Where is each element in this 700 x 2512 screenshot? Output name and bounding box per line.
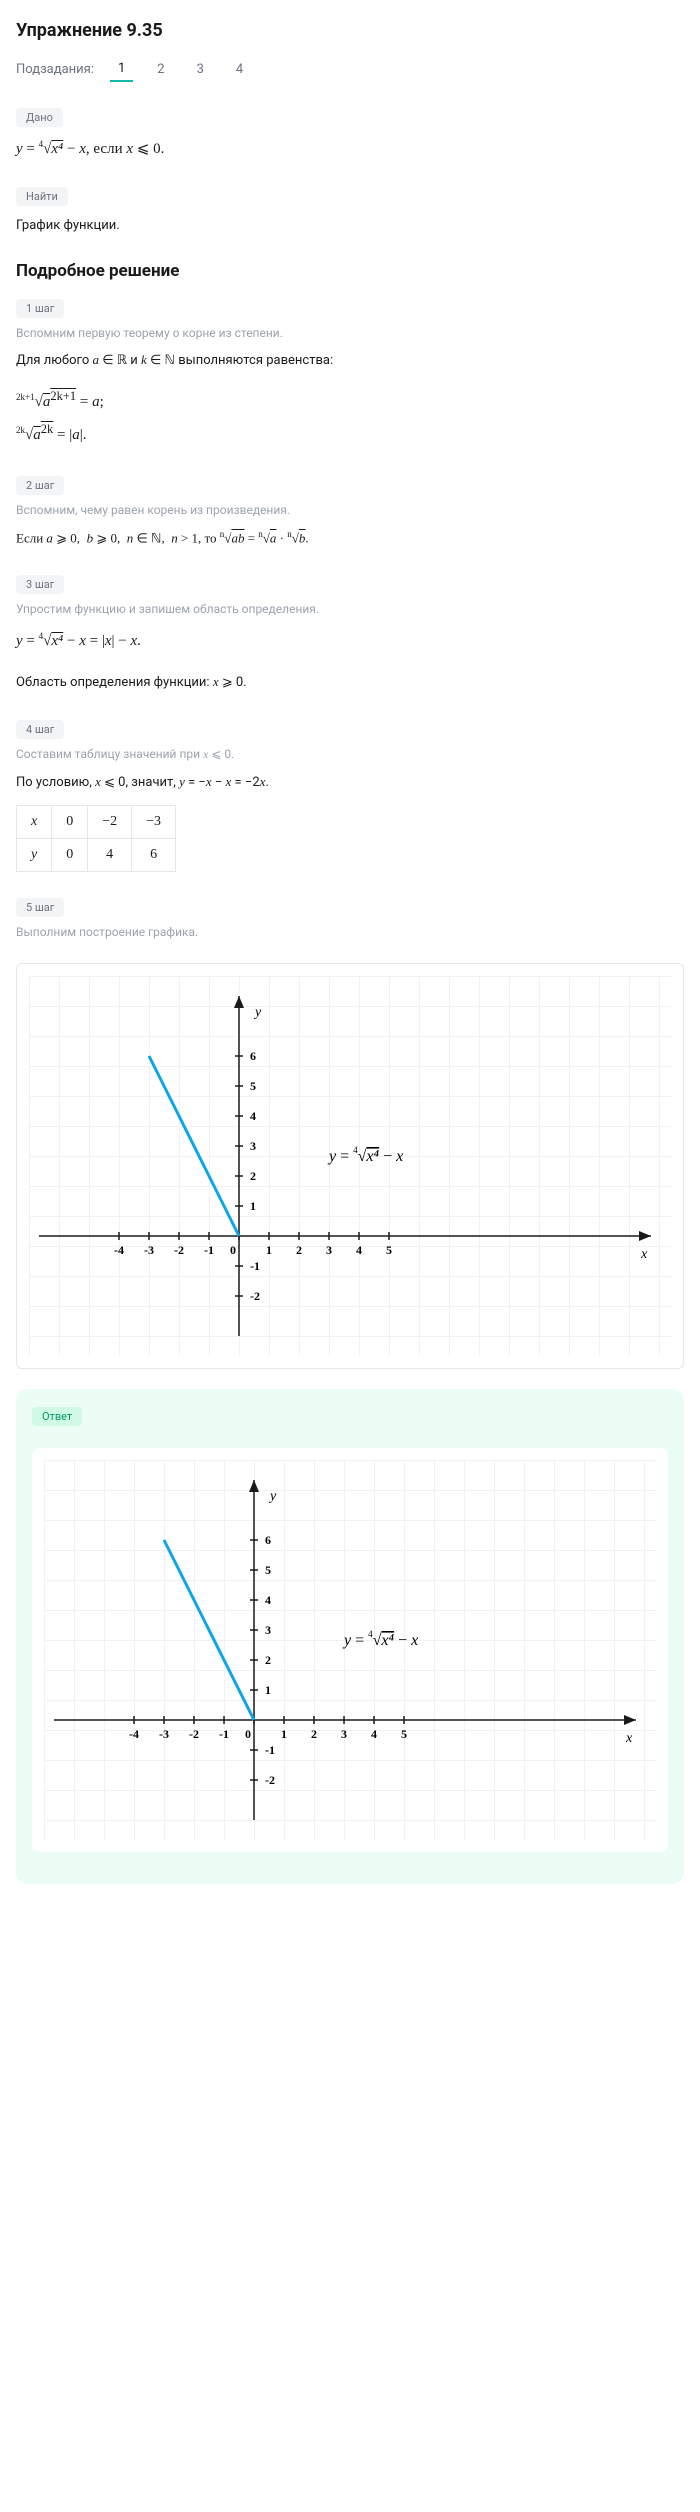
step-3-intro: Упростим функцию и запишем область опред… xyxy=(16,602,684,616)
step-1-text: Для любого a ∈ ℝ и k ∈ ℕ выполняются рав… xyxy=(16,350,684,372)
svg-text:0: 0 xyxy=(245,1727,251,1741)
svg-text:5: 5 xyxy=(265,1563,271,1577)
svg-text:1: 1 xyxy=(265,1683,271,1697)
graph-answer: -4 -3 -2 -1 0 1 2 3 4 5 1 2 3 4 5 6 -1 -2 y x y = 4√x⁴ − x xyxy=(32,1448,668,1852)
svg-text:1: 1 xyxy=(266,1243,272,1257)
svg-text:2: 2 xyxy=(311,1727,317,1741)
svg-text:-4: -4 xyxy=(129,1727,139,1741)
svg-text:-2: -2 xyxy=(189,1727,199,1741)
step-5-intro: Выполним построение графика. xyxy=(16,925,684,939)
given-formula: y = 4√x⁴ − x, если x ⩽ 0. xyxy=(16,137,684,161)
svg-text:-1: -1 xyxy=(219,1727,229,1741)
svg-text:6: 6 xyxy=(250,1049,256,1063)
step-4-badge: 4 шаг xyxy=(16,720,64,739)
svg-text:4: 4 xyxy=(250,1109,256,1123)
step-3-badge: 3 шаг xyxy=(16,575,64,594)
step-3-formula: y = 4√x⁴ − x = |x| − x. xyxy=(16,626,684,656)
svg-text:2: 2 xyxy=(296,1243,302,1257)
subtask-tab-2[interactable]: 2 xyxy=(149,58,172,81)
svg-text:3: 3 xyxy=(250,1139,256,1153)
exercise-title: Упражнение 9.35 xyxy=(16,20,684,41)
svg-text:-3: -3 xyxy=(159,1727,169,1741)
svg-text:y: y xyxy=(253,1005,262,1020)
given-badge: Дано xyxy=(16,108,63,127)
svg-text:5: 5 xyxy=(250,1079,256,1093)
step-5-badge: 5 шаг xyxy=(16,898,64,917)
subtask-tab-3[interactable]: 3 xyxy=(189,58,212,81)
svg-text:x: x xyxy=(640,1247,648,1262)
svg-text:0: 0 xyxy=(230,1243,236,1257)
step-2-intro: Вспомним, чему равен корень из произведе… xyxy=(16,503,684,517)
svg-text:1: 1 xyxy=(250,1199,256,1213)
answer-section: Ответ -4 -3 -2 -1 0 1 2 3 4 5 1 2 3 4 5 6 -1 -2 y x y = 4√x⁴… xyxy=(16,1389,684,1884)
svg-text:6: 6 xyxy=(265,1533,271,1547)
step-1-formula: 2k+1√a2k+1 = a; 2k√a2k = |a|. xyxy=(16,384,684,450)
svg-text:5: 5 xyxy=(401,1727,407,1741)
table-row: x 0 −2 −3 xyxy=(17,806,176,839)
svg-text:x: x xyxy=(625,1731,633,1746)
svg-text:y: y xyxy=(268,1489,277,1504)
svg-text:2: 2 xyxy=(265,1653,271,1667)
svg-text:4: 4 xyxy=(371,1727,377,1741)
svg-text:-1: -1 xyxy=(250,1259,260,1273)
svg-text:-2: -2 xyxy=(174,1243,184,1257)
svg-text:-2: -2 xyxy=(250,1289,260,1303)
step-4-text: По условию, x ⩽ 0, значит, y = −x − x = … xyxy=(16,772,684,794)
step-1-badge: 1 шаг xyxy=(16,299,64,318)
svg-text:5: 5 xyxy=(386,1243,392,1257)
solution-title: Подробное решение xyxy=(16,261,684,281)
svg-text:4: 4 xyxy=(265,1593,271,1607)
svg-text:-1: -1 xyxy=(265,1743,275,1757)
svg-text:-3: -3 xyxy=(144,1243,154,1257)
subtask-tab-1[interactable]: 1 xyxy=(110,57,133,82)
svg-text:3: 3 xyxy=(265,1623,271,1637)
svg-text:-2: -2 xyxy=(265,1773,275,1787)
subtasks-nav: Подзадания: 1 2 3 4 xyxy=(16,57,684,82)
step-1-intro: Вспомним первую теорему о корне из степе… xyxy=(16,326,684,340)
find-text: График функции. xyxy=(16,216,684,237)
svg-text:4: 4 xyxy=(356,1243,362,1257)
svg-text:1: 1 xyxy=(281,1727,287,1741)
step-2-text: Если a ⩾ 0, b ⩾ 0, n ∈ ℕ, n > 1, то n√ab… xyxy=(16,527,684,549)
svg-text:-1: -1 xyxy=(204,1243,214,1257)
svg-text:3: 3 xyxy=(326,1243,332,1257)
svg-text:2: 2 xyxy=(250,1169,256,1183)
answer-badge: Ответ xyxy=(32,1407,82,1426)
svg-text:3: 3 xyxy=(341,1727,347,1741)
graph-main: -4 -3 -2 -1 0 1 2 3 4 5 1 2 3 4 5 6 -1 -2 y x y = 4√x⁴ − x xyxy=(16,963,684,1369)
step-3-text2: Область определения функции: x ⩾ 0. xyxy=(16,672,684,694)
svg-text:y = 4√x⁴ − x: y = 4√x⁴ − x xyxy=(327,1145,403,1165)
find-badge: Найти xyxy=(16,187,68,206)
table-row: y 0 4 6 xyxy=(17,839,176,872)
svg-text:y = 4√x⁴ − x: y = 4√x⁴ − x xyxy=(342,1629,418,1649)
subtasks-label: Подзадания: xyxy=(16,62,94,77)
step-4-intro: Составим таблицу значений при x ⩽ 0. xyxy=(16,747,684,762)
values-table: x 0 −2 −3 y 0 4 6 xyxy=(16,805,176,872)
step-2-badge: 2 шаг xyxy=(16,476,64,495)
svg-text:-4: -4 xyxy=(114,1243,124,1257)
subtask-tab-4[interactable]: 4 xyxy=(228,58,251,81)
